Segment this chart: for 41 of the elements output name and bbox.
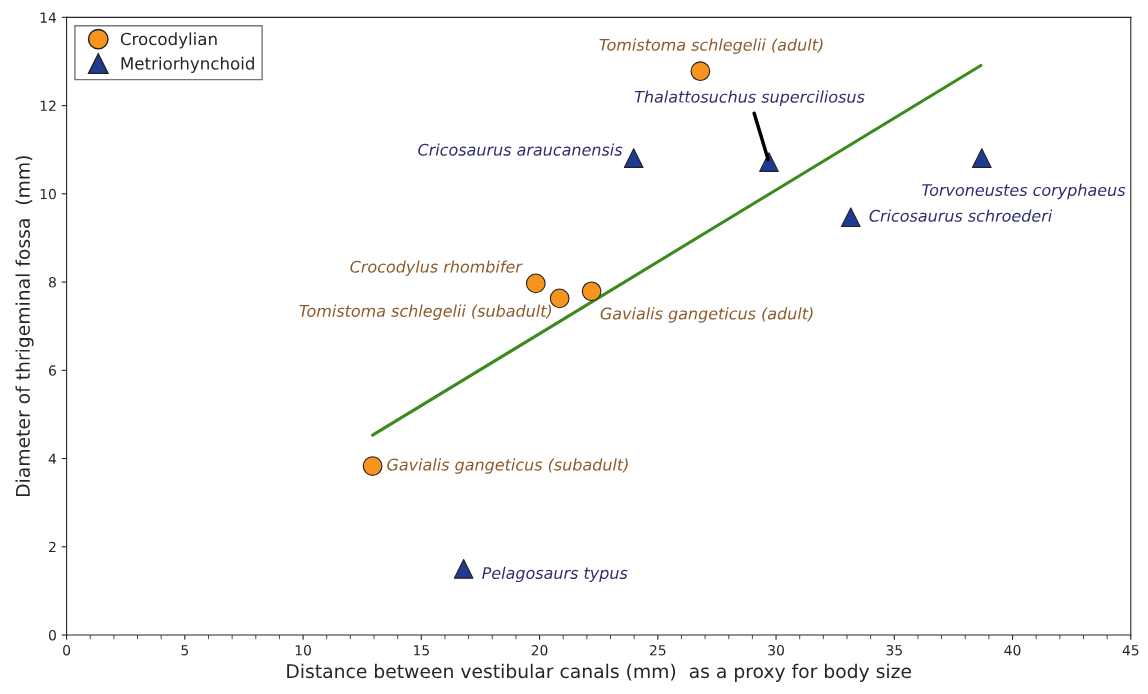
y-tick-label: 14 [40,12,57,23]
x-tick-label: 30 [768,644,784,656]
x-tick-label: 20 [531,644,548,656]
x-tick-label: 10 [295,644,311,656]
point [581,281,602,302]
annotation: Torvoneustes coryphaeus [922,183,1126,200]
annotation: Tomistoma schlegelii (subadult) [299,304,552,320]
point [362,456,383,476]
annotation: Gavialis gangeticus (subadult) [387,458,628,474]
legend-label: Crocodylian [120,32,217,49]
x-tick-label: 35 [886,644,902,656]
point [690,61,711,82]
point [549,288,570,309]
point [840,207,861,228]
annotation: Cricosaurus araucanensis [418,143,623,156]
x-tick-label: 5 [181,645,189,656]
x-tick-label: 25 [649,644,666,656]
annotation: Gavialis gangeticus (adult) [600,307,813,323]
annotation: Thalattosuchus superciliosus [634,90,865,106]
point [525,273,546,294]
y-tick-label: 8 [48,277,56,288]
x-tick-label: 45 [1122,645,1139,656]
x-tick-label: 15 [414,645,429,656]
y-tick-label: 4 [48,453,57,464]
y-axis-title: Diameter of thrigeminal fossa (mm) [15,156,34,496]
x-tick-label: 0 [63,644,71,656]
x-tick-label: 40 [1004,644,1021,656]
annotation: Crocodylus rhombifer [350,260,523,276]
y-tick-label: 12 [40,100,56,111]
y-tick-label: 6 [49,365,56,376]
annotation: Cricosaurus schroederi [869,209,1053,222]
y-tick-label: 10 [40,188,56,200]
y-tick-label: 0 [48,629,56,641]
legend-label: Metriorhynchoid [121,56,254,73]
annotation: Pelagosaurs typus [482,566,628,583]
x-axis-title: Distance between vestibular canals (mm) as a proxy for body size [287,663,911,682]
y-tick-label: 2 [49,541,56,553]
annotation: Tomistoma schlegelii (adult) [599,38,823,54]
point [623,148,644,168]
point [971,148,992,168]
point [453,558,474,579]
